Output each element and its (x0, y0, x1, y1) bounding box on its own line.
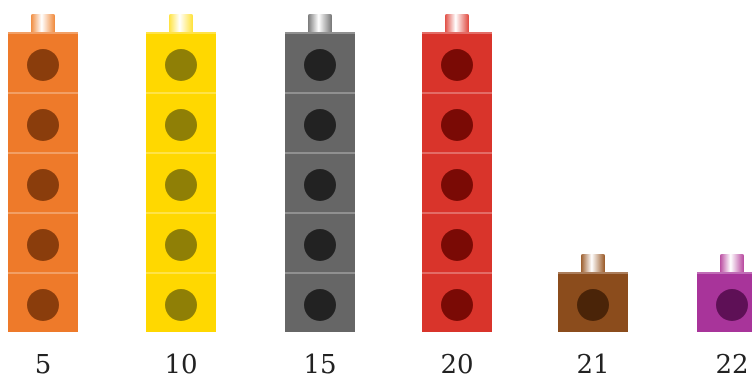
cube-dot (441, 169, 473, 201)
cube-dot (27, 49, 59, 81)
linking-cube (146, 152, 216, 212)
count-label: 21 (576, 350, 610, 380)
linking-cube (285, 152, 355, 212)
linking-cube (558, 272, 628, 332)
linking-cube (697, 272, 752, 332)
linking-cube (285, 92, 355, 152)
linking-cube (285, 32, 355, 92)
cube-dot (27, 229, 59, 261)
cube-dot (165, 109, 197, 141)
cube-dot (441, 229, 473, 261)
linking-cube (146, 32, 216, 92)
linking-cube (146, 272, 216, 332)
cube-dot (304, 49, 336, 81)
cube-tower-5 (558, 0, 628, 332)
linking-cube (422, 152, 492, 212)
linking-cube (422, 92, 492, 152)
count-label: 15 (303, 350, 337, 380)
linking-cube (146, 92, 216, 152)
cube-peg (308, 14, 332, 32)
cube-tower-2 (146, 0, 216, 332)
linking-cube (285, 272, 355, 332)
cube-peg (169, 14, 193, 32)
linking-cube (8, 212, 78, 272)
cube-peg (720, 254, 744, 272)
cube-dot (304, 169, 336, 201)
linking-cube (8, 32, 78, 92)
cube-tower-3 (285, 0, 355, 332)
cube-dot (165, 49, 197, 81)
cube-dot (165, 169, 197, 201)
cube-dot (165, 289, 197, 321)
count-label: 10 (164, 350, 198, 380)
cube-dot (577, 289, 609, 321)
cube-dot (27, 169, 59, 201)
linking-cube (8, 272, 78, 332)
linking-cube (422, 272, 492, 332)
count-label: 22 (715, 350, 749, 380)
cube-dot (27, 289, 59, 321)
cube-tower-1 (8, 0, 78, 332)
cube-dot (304, 229, 336, 261)
cube-dot (716, 289, 748, 321)
linking-cube (422, 212, 492, 272)
linking-cube (146, 212, 216, 272)
cube-dot (441, 289, 473, 321)
linking-cube (285, 212, 355, 272)
cube-peg (31, 14, 55, 32)
count-label: 5 (34, 350, 52, 380)
linking-cube (8, 152, 78, 212)
cube-peg (581, 254, 605, 272)
cube-tower-6 (697, 0, 752, 332)
cube-dot (441, 109, 473, 141)
linking-cube (8, 92, 78, 152)
cube-tower-4 (422, 0, 492, 332)
cube-dot (304, 289, 336, 321)
cube-dot (27, 109, 59, 141)
count-label: 20 (440, 350, 474, 380)
cube-peg (445, 14, 469, 32)
cube-dot (304, 109, 336, 141)
cube-dot (441, 49, 473, 81)
cube-dot (165, 229, 197, 261)
linking-cube (422, 32, 492, 92)
